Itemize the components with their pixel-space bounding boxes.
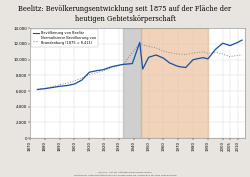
Text: Quellen: Amt für Statistik Berlin-Brandenburg
Historische Gemeindestatistiken un: Quellen: Amt für Statistik Berlin-Brande… [74,172,176,176]
Legend: Bevölkerung von Beelitz, Normalisierte Bevölkerung von
Brandenburg (1875 = 8.411: Bevölkerung von Beelitz, Normalisierte B… [31,29,98,47]
Text: Beelitz: Bevölkerungsentwicklung seit 1875 auf der Fläche der
heutigen Gebietskö: Beelitz: Bevölkerungsentwicklung seit 18… [18,5,232,22]
Bar [124,28,141,138]
Bar [141,28,208,138]
